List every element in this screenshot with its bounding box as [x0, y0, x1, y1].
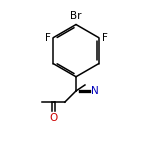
Text: N: N	[91, 86, 99, 96]
Text: F: F	[102, 33, 107, 43]
Text: Br: Br	[70, 11, 82, 21]
Text: F: F	[45, 33, 50, 43]
Text: O: O	[50, 113, 58, 123]
